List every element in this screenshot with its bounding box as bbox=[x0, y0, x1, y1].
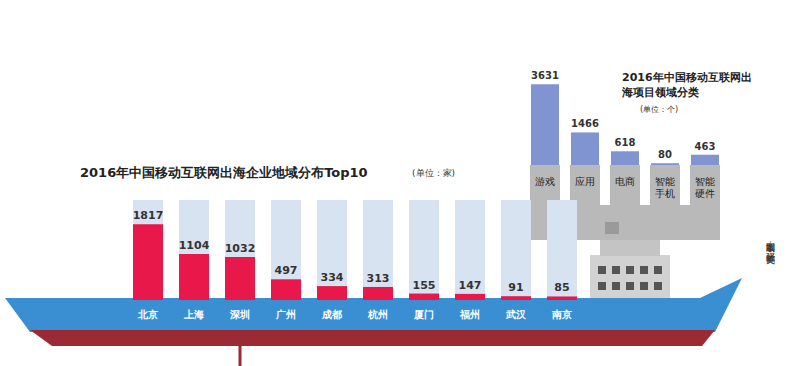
svg-text:北京: 北京 bbox=[137, 309, 158, 320]
svg-text:463: 463 bbox=[695, 141, 716, 152]
svg-text:深圳: 深圳 bbox=[229, 309, 250, 320]
svg-text:497: 497 bbox=[275, 264, 298, 277]
svg-text:游戏: 游戏 bbox=[535, 176, 555, 187]
svg-text:智能手机: 智能手机 bbox=[655, 176, 675, 199]
svg-text:上海: 上海 bbox=[183, 309, 204, 320]
svg-text:广州: 广州 bbox=[275, 309, 296, 320]
html-text:本版制图：张妍 许英剑: 本版制图：张妍 许英剑 bbox=[766, 236, 776, 248]
svg-text:1817: 1817 bbox=[133, 209, 164, 222]
svg-text:155: 155 bbox=[413, 279, 436, 292]
svg-text:成都: 成都 bbox=[321, 309, 342, 320]
svg-text:618: 618 bbox=[615, 137, 636, 148]
html-text:(单位：家): (单位：家) bbox=[412, 168, 455, 178]
svg-text:1104: 1104 bbox=[179, 239, 210, 252]
html-text:(单位：个): (单位：个) bbox=[640, 105, 679, 114]
svg-text:福州: 福州 bbox=[459, 309, 480, 320]
svg-text:南京: 南京 bbox=[551, 309, 572, 320]
svg-text:91: 91 bbox=[508, 281, 523, 294]
svg-text:147: 147 bbox=[459, 279, 482, 292]
html-text:2016年中国移动互联网出海企业地域分布Top10: 2016年中国移动互联网出海企业地域分布Top10 bbox=[80, 165, 368, 180]
svg-text:武汉: 武汉 bbox=[505, 309, 527, 320]
svg-text:杭州: 杭州 bbox=[367, 309, 388, 320]
svg-text:85: 85 bbox=[554, 281, 569, 294]
svg-text:3631: 3631 bbox=[531, 70, 559, 81]
svg-text:334: 334 bbox=[321, 271, 344, 284]
svg-text:智能硬件: 智能硬件 bbox=[695, 176, 715, 199]
svg-text:1032: 1032 bbox=[225, 242, 256, 255]
html-text:2016年中国移动互联网出海项目领域分类: 2016年中国移动互联网出海项目领域分类 bbox=[622, 71, 752, 99]
svg-text:电商: 电商 bbox=[615, 176, 635, 187]
svg-text:应用: 应用 bbox=[575, 176, 595, 187]
svg-text:1466: 1466 bbox=[571, 118, 599, 129]
svg-text:313: 313 bbox=[367, 272, 390, 285]
svg-text:80: 80 bbox=[658, 149, 672, 160]
svg-text:厦门: 厦门 bbox=[413, 309, 434, 320]
